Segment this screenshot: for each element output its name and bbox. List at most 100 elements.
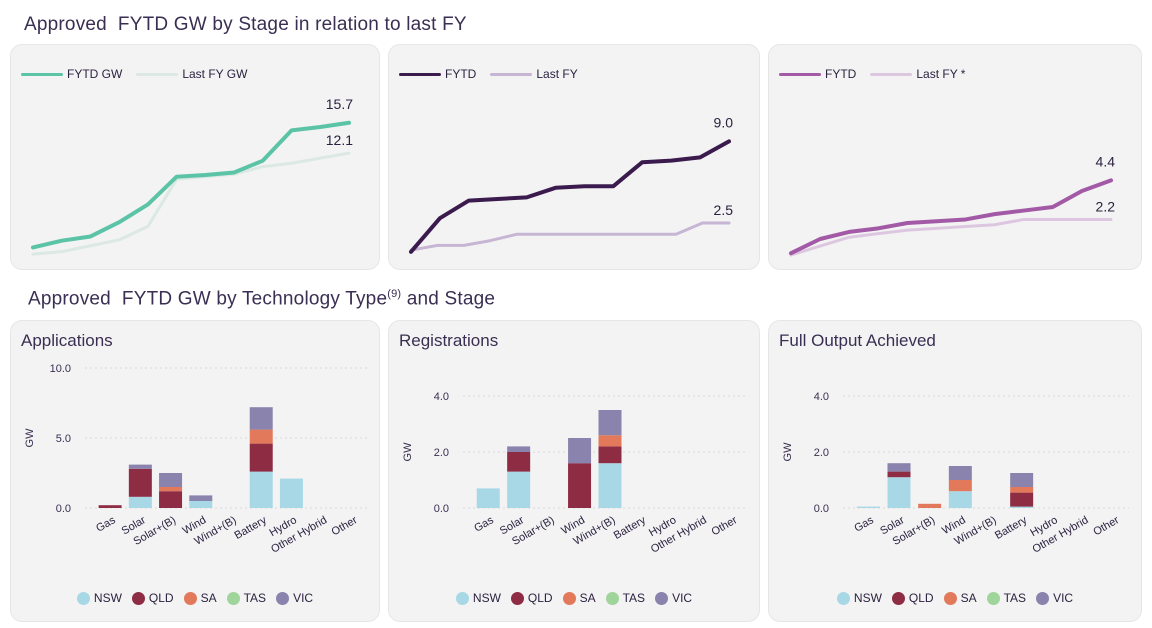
end-value-label: 2.2 [1096, 198, 1116, 214]
legend-item: Last FY [490, 67, 578, 81]
legend-line-swatch [779, 72, 821, 76]
x-category-label: Gas [852, 514, 876, 535]
line-legend: FYTD Last FY [399, 67, 578, 81]
bar-segment-vic-wind [948, 466, 972, 480]
bar-segment-vic-solar-b- [159, 473, 183, 487]
line-series-last-fy- [789, 217, 1113, 257]
y-tick-label: 0.0 [814, 503, 829, 515]
x-category-label: Other [709, 514, 739, 538]
bar-segment-qld-gas [98, 505, 122, 508]
legend-label: VIC [672, 591, 693, 605]
bar-segment-nsw-wind-b- [598, 463, 622, 508]
bar-segment-qld-solar-b- [159, 491, 183, 508]
line-series-fytd-gw [31, 120, 351, 250]
bar-segment-vic-wind [568, 438, 592, 464]
x-category-label: Gas [472, 514, 496, 535]
panel-title: Full Output Achieved [779, 331, 936, 350]
legend-item-sa: SA [943, 591, 977, 605]
bar-legend: NSW QLD SA TAS VIC [389, 591, 759, 605]
bar-legend: NSW QLD SA TAS VIC [769, 591, 1141, 605]
legend-label: TAS [243, 591, 267, 605]
bar-segment-qld-solar [128, 468, 152, 497]
x-category-label: Other [1091, 514, 1121, 538]
legend-line-swatch [870, 72, 913, 76]
legend-label: NSW [472, 591, 501, 605]
legend-item-sa: SA [183, 591, 217, 605]
bar-segment-vic-battery [249, 407, 273, 430]
legend-swatch [655, 591, 669, 605]
end-value-label: 9.0 [714, 114, 734, 130]
bar-segment-qld-wind [568, 463, 592, 508]
y-tick-label: 0.0 [56, 503, 71, 515]
legend-line-swatch [490, 72, 533, 76]
legend-item: FYTD GW [21, 67, 122, 81]
legend-label: FYTD [445, 67, 477, 81]
bar-segment-vic-wind-b- [598, 410, 622, 436]
bar-segment-vic-solar [128, 464, 152, 469]
end-value-label: 15.7 [326, 96, 353, 112]
line-series-fytd [409, 139, 731, 254]
legend-item-nsw: NSW [455, 591, 501, 605]
legend-label: Last FY * [916, 67, 966, 81]
legend-item-tas: TAS [986, 591, 1026, 605]
legend-label: VIC [293, 591, 314, 605]
bar-segment-vic-solar [507, 446, 531, 452]
x-category-label: Battery [233, 514, 270, 542]
line-chart-panel-2: FYTD Last FY 9.0 2.5 [388, 44, 760, 270]
legend-item-nsw: NSW [836, 591, 882, 605]
legend-label: NSW [93, 591, 122, 605]
bar-segment-sa-solar-b- [159, 487, 183, 492]
legend-label: SA [579, 591, 596, 605]
bar-segment-qld-solar [887, 471, 911, 478]
bar-segment-qld-battery [249, 443, 273, 472]
bar-segment-nsw-solar [507, 471, 531, 508]
bar-segment-qld-solar [507, 452, 531, 472]
legend-item-tas: TAS [226, 591, 267, 605]
legend-label: FYTD [825, 67, 857, 81]
legend-swatch [276, 591, 290, 605]
legend-swatch [131, 591, 145, 605]
y-tick-label: 2.0 [434, 447, 449, 459]
bar-chart-panel-full-output: Full Output Achieved 0.0 2.0 4.0 GW Gas Solar S… [768, 320, 1142, 622]
end-value-label: 4.4 [1096, 153, 1116, 169]
legend-label: Last FY GW [182, 67, 248, 81]
x-category-label: Battery [612, 514, 649, 542]
legend-swatch [1036, 591, 1050, 605]
legend-swatch [605, 591, 619, 605]
bar-segment-qld-battery [1010, 492, 1034, 507]
line-legend: FYTD GW Last FY GW [21, 67, 247, 81]
legend-item-qld: QLD [510, 591, 553, 605]
line-chart-svg: 15.7 12.1 [31, 96, 353, 256]
legend-item-vic: VIC [655, 591, 692, 605]
bar-segment-sa-solar-b- [918, 503, 942, 508]
y-axis-label: GW [24, 428, 36, 448]
legend-item-vic: VIC [1036, 591, 1073, 605]
line-series-last-fy [409, 221, 731, 252]
legend-item-vic: VIC [276, 591, 313, 605]
legend-item-qld: QLD [131, 591, 174, 605]
line-series-fytd [789, 178, 1113, 256]
panel-title: Applications [21, 331, 113, 350]
line-chart-panel-1: FYTD GW Last FY GW 15.7 12.1 [10, 44, 380, 270]
bar-segment-qld-wind-b- [598, 446, 622, 464]
line-chart-svg: 9.0 2.5 [409, 114, 734, 254]
bar-segment-sa-wind-b- [598, 435, 622, 447]
bar-segment-sa-battery [249, 429, 273, 444]
legend-label: TAS [622, 591, 646, 605]
legend-label: SA [200, 591, 217, 605]
legend-swatch [562, 591, 576, 605]
legend-label: VIC [1053, 591, 1074, 605]
legend-line-swatch [21, 72, 63, 76]
legend-item-nsw: NSW [76, 591, 122, 605]
bottom-section-title: Approved FYTD GW by Technology Type(9) a… [28, 288, 496, 310]
end-value-label: 2.5 [714, 202, 734, 218]
legend-swatch [891, 591, 905, 605]
legend-swatch [836, 591, 850, 605]
legend-item: Last FY * [870, 67, 965, 81]
bar-segment-nsw-wind [189, 501, 213, 508]
legend-swatch [510, 591, 524, 605]
y-tick-label: 0.0 [434, 503, 449, 515]
legend-line-swatch [136, 72, 179, 76]
